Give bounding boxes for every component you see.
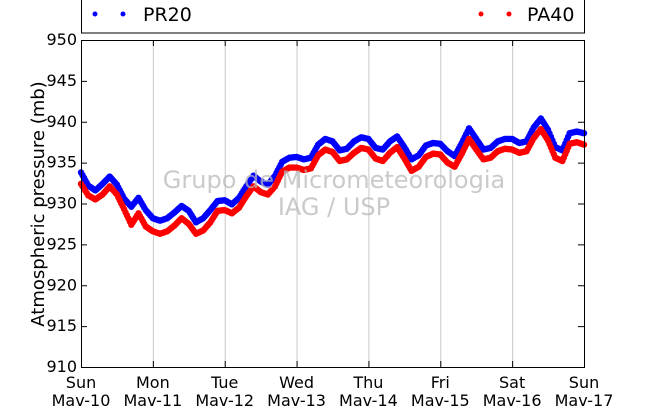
x-tick-label-date: Mav-17 (555, 391, 614, 409)
y-axis-label: Atmospheric pressure (mb) (28, 81, 49, 326)
y-tick-label: 935 (46, 153, 77, 172)
watermark-line-2: IAG / USP (278, 193, 390, 221)
series-pr20 (77, 115, 588, 226)
legend-label-pr20: PR20 (143, 4, 192, 26)
x-axis: SunMav-10MonMav-11TueMav-12WedMav-13ThuM… (52, 40, 614, 409)
x-tick-label-day: Mon (136, 373, 170, 392)
x-tick-label-date: Mav-15 (411, 391, 470, 409)
x-tick-label-date: Mav-11 (123, 391, 182, 409)
legend-label-pa40: PA40 (527, 4, 574, 26)
x-tick-label-day: Sat (499, 373, 525, 392)
x-tick-label-day: Tue (210, 373, 238, 392)
legend-entry-pr20: PR20 (92, 4, 192, 26)
watermark: Grupo de Micrometeorologia IAG / USP (163, 166, 505, 221)
legend-marker-pr20 (92, 11, 98, 17)
x-tick-label-day: Sun (66, 373, 96, 392)
legend-frame (81, 0, 585, 34)
x-tick-label-day: Sun (569, 373, 599, 392)
y-tick-label: 950 (46, 30, 77, 49)
y-tick-label: 910 (46, 357, 77, 376)
x-tick-label-day: Fri (431, 373, 450, 392)
x-tick-label-date: Mav-16 (483, 391, 542, 409)
watermark-line-1: Grupo de Micrometeorologia (163, 166, 505, 194)
y-tick-label: 925 (46, 234, 77, 253)
x-tick-label-day: Thu (352, 373, 383, 392)
y-tick-label: 915 (46, 316, 77, 335)
legend: PR20 PA40 (81, 0, 585, 34)
y-tick-label: 930 (46, 194, 77, 213)
legend-marker-pa40 (506, 11, 512, 17)
y-tick-label: 940 (46, 112, 77, 131)
x-tick-label-date: Mav-13 (267, 391, 326, 409)
legend-marker-pr20 (120, 11, 126, 17)
y-tick-label: 945 (46, 71, 77, 90)
legend-entry-pa40: PA40 (478, 4, 574, 26)
y-tick-label: 920 (46, 275, 77, 294)
legend-marker-pa40 (478, 11, 484, 17)
x-tick-label-day: Wed (279, 373, 314, 392)
grid-lines (152, 40, 514, 367)
x-tick-label-date: Mav-10 (52, 391, 111, 409)
x-tick-label-date: Mav-14 (339, 391, 398, 409)
y-axis: 910 915 920 925 930 935 940 945 950 (46, 30, 584, 376)
x-tick-label-date: Mav-12 (195, 391, 254, 409)
